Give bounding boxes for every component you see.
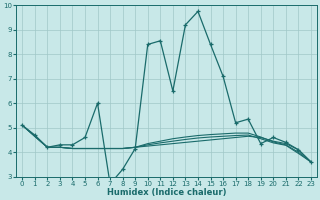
X-axis label: Humidex (Indice chaleur): Humidex (Indice chaleur) xyxy=(107,188,226,197)
